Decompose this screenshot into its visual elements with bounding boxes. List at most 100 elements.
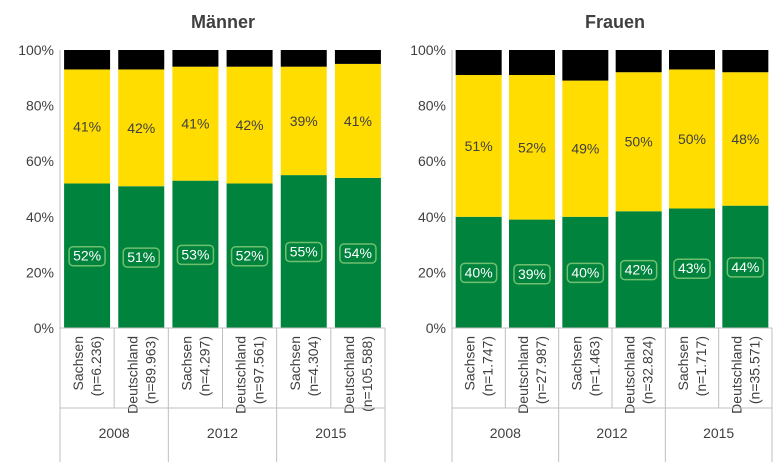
bar-segment-black — [226, 50, 273, 67]
bar-segment-yellow — [118, 69, 165, 187]
category-label-line: (n=4.304) — [305, 336, 321, 396]
bar-segment-yellow — [334, 63, 381, 178]
data-label-halo — [122, 247, 160, 268]
y-tick-label: 100% — [410, 42, 446, 58]
year-label: 2015 — [703, 425, 734, 441]
category-label-line: Deutschland — [622, 336, 638, 414]
category-label-line: Deutschland — [124, 336, 140, 414]
bar-segment-black — [334, 50, 381, 64]
bar-segment-yellow — [226, 66, 273, 184]
category-label: Deutschland (n=35.571) — [728, 336, 762, 414]
data-label: 53% — [181, 246, 209, 262]
year-label: 2012 — [207, 425, 238, 441]
category-label: Deutschland (n=105.588) — [341, 336, 375, 414]
category-label-line: Deutschland — [728, 336, 744, 414]
year-label: 2012 — [596, 425, 627, 441]
bar-segment-yellow — [615, 72, 662, 212]
category-label: Sachsen (n=1.463) — [568, 336, 602, 396]
y-tick-label: 20% — [418, 264, 446, 280]
data-label: 42% — [625, 262, 653, 278]
category-label: Deutschland (n=27.987) — [515, 336, 549, 414]
category-label-line: Sachsen — [287, 336, 303, 390]
category-label-line: (n=27.987) — [533, 336, 549, 404]
y-tick-label: 60% — [26, 153, 54, 169]
bar-segment-black — [455, 50, 502, 76]
category-label-line: (n=105.588) — [359, 336, 375, 412]
y-tick-label: 100% — [18, 42, 54, 58]
data-label-halo — [513, 264, 551, 285]
bar-segment-black — [509, 50, 555, 76]
category-label-line: Sachsen — [568, 336, 584, 390]
data-label: 48% — [731, 131, 759, 147]
category-label: Deutschland (n=89.963) — [124, 336, 158, 414]
category-label-line: (n=89.963) — [142, 336, 158, 404]
category-label-line: Deutschland — [233, 336, 249, 414]
category-label-line: (n=1.717) — [693, 336, 709, 396]
data-label: 55% — [290, 244, 318, 260]
data-label-halo — [285, 241, 323, 263]
category-label-line: (n=35.571) — [746, 336, 762, 404]
data-label-halo — [566, 262, 605, 284]
data-label: 44% — [731, 259, 759, 275]
y-tick-label: 60% — [418, 153, 446, 169]
data-label: 41% — [344, 113, 372, 129]
bar-segment-yellow — [669, 69, 715, 209]
data-label: 40% — [465, 264, 493, 280]
data-label: 50% — [625, 134, 653, 150]
data-label-halo — [230, 245, 269, 267]
category-label-line: (n=1.747) — [480, 336, 496, 396]
data-label: 39% — [518, 266, 546, 282]
chart-title: Frauen — [585, 12, 645, 32]
category-label: Deutschland (n=97.561) — [233, 336, 267, 414]
data-label: 51% — [127, 249, 155, 265]
category-label-line: Sachsen — [178, 336, 194, 390]
data-label: 50% — [678, 131, 706, 147]
category-label-line: (n=97.561) — [251, 336, 267, 404]
chart-title: Männer — [191, 12, 255, 32]
data-label: 54% — [344, 245, 372, 261]
category-label: Deutschland (n=32.824) — [622, 336, 656, 414]
category-label: Sachsen (n=4.304) — [287, 336, 321, 396]
y-tick-label: 0% — [426, 320, 446, 336]
data-label: 41% — [73, 118, 101, 134]
category-label: Sachsen (n=1.747) — [462, 336, 496, 396]
bar-segment-yellow — [509, 75, 555, 220]
y-tick-label: 80% — [418, 98, 446, 114]
data-label: 42% — [236, 117, 264, 133]
category-label: Sachsen (n=6.236) — [70, 336, 104, 396]
category-label-line: (n=32.824) — [640, 336, 656, 404]
category-label-line: Sachsen — [675, 336, 691, 390]
category-label-line: Sachsen — [462, 336, 478, 390]
bar-segment-black — [118, 50, 165, 70]
data-label: 43% — [678, 260, 706, 276]
bar-segment-black — [722, 50, 769, 73]
bar-segment-yellow — [455, 75, 502, 217]
category-label-line: (n=6.236) — [88, 336, 104, 396]
y-tick-label: 40% — [418, 209, 446, 225]
data-label-halo — [726, 257, 765, 278]
bar-segment-yellow — [172, 66, 219, 181]
year-label: 2008 — [99, 425, 130, 441]
category-label: Sachsen (n=4.297) — [178, 336, 212, 396]
data-label: 52% — [236, 248, 264, 264]
bar-segment-yellow — [722, 72, 769, 206]
data-label-halo — [176, 244, 215, 266]
bar-segment-black — [562, 50, 609, 81]
bar-segment-black — [669, 50, 715, 70]
bar-segment-yellow — [64, 69, 111, 184]
data-label: 42% — [127, 120, 155, 136]
data-label: 52% — [518, 139, 546, 155]
bar-segment-yellow — [280, 66, 327, 176]
data-label: 39% — [290, 113, 318, 129]
bar-segment-black — [280, 50, 327, 67]
year-label: 2015 — [315, 425, 346, 441]
category-label-line: Sachsen — [70, 336, 86, 390]
y-tick-label: 20% — [26, 264, 54, 280]
data-label: 52% — [73, 248, 101, 264]
data-label: 40% — [571, 264, 599, 280]
bar-segment-black — [615, 50, 662, 73]
category-label-line: Deutschland — [341, 336, 357, 414]
